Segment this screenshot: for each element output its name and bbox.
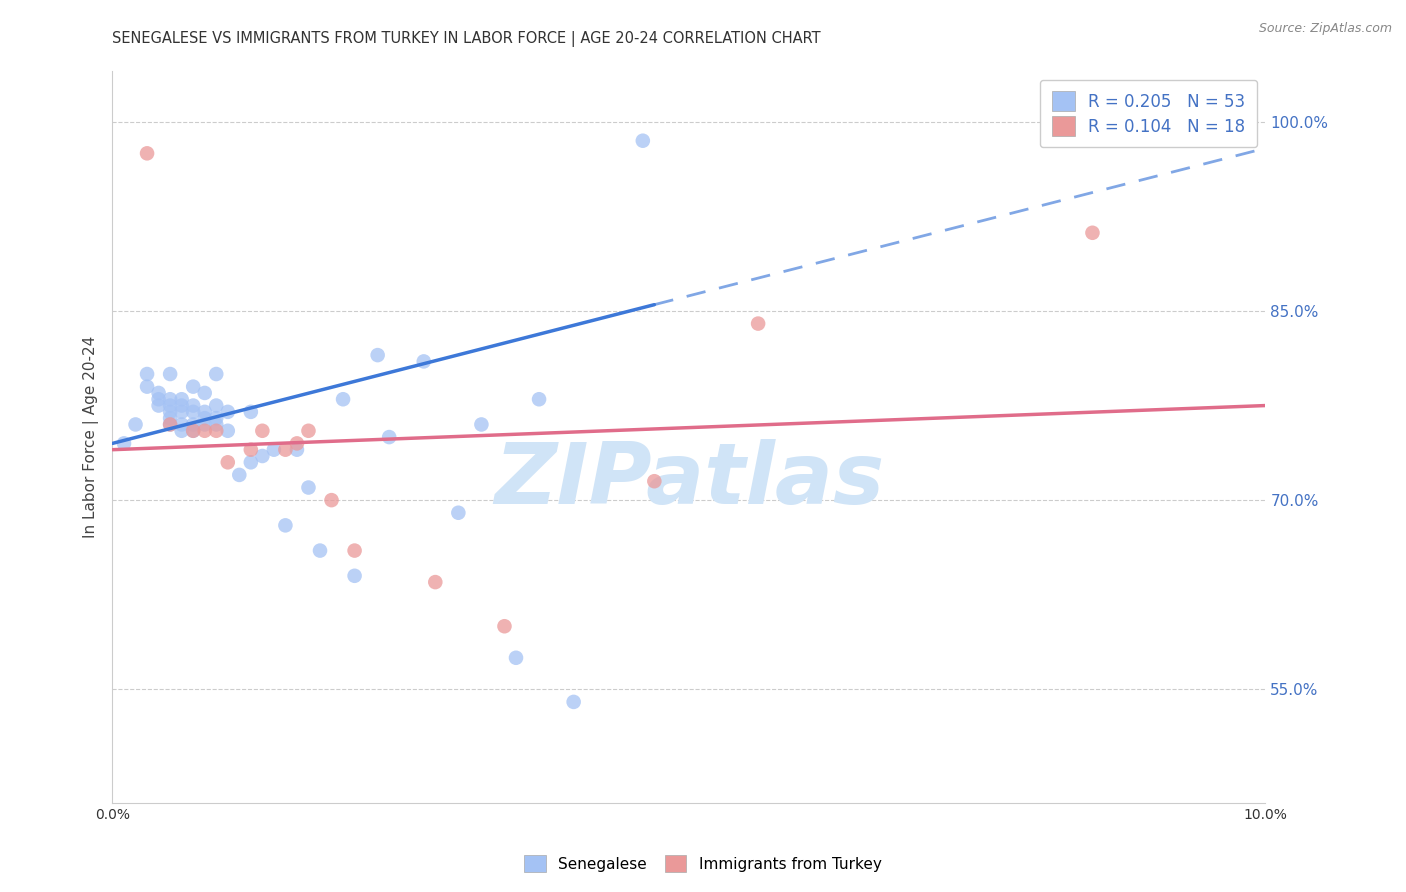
Point [194,405,217,419]
Point [159,417,181,432]
Point [148,399,170,413]
Y-axis label: In Labor Force | Age 20-24: In Labor Force | Age 20-24 [83,336,98,538]
Point [343,569,366,583]
Point [136,367,159,381]
Point [378,430,401,444]
Point [470,417,492,432]
Point [447,506,470,520]
Point [159,399,181,413]
Point [343,543,366,558]
Point [159,411,181,425]
Point [170,392,193,407]
Point [181,405,204,419]
Point [181,417,204,432]
Point [1081,226,1104,240]
Point [309,543,332,558]
Legend: R = 0.205   N = 53, R = 0.104   N = 18: R = 0.205 N = 53, R = 0.104 N = 18 [1040,79,1257,147]
Point [205,367,228,381]
Point [170,405,193,419]
Point [170,424,193,438]
Point [205,417,228,432]
Point [217,424,239,438]
Point [527,392,550,407]
Point [562,695,585,709]
Text: SENEGALESE VS IMMIGRANTS FROM TURKEY IN LABOR FORCE | AGE 20-24 CORRELATION CHAR: SENEGALESE VS IMMIGRANTS FROM TURKEY IN … [112,31,821,47]
Point [412,354,434,368]
Point [252,424,274,438]
Point [159,405,181,419]
Point [332,392,354,407]
Point [297,424,319,438]
Point [217,455,239,469]
Point [367,348,389,362]
Point [285,436,308,450]
Point [239,455,262,469]
Point [263,442,285,457]
Text: Source: ZipAtlas.com: Source: ZipAtlas.com [1258,22,1392,36]
Point [148,386,170,401]
Point [148,392,170,407]
Text: ZIPatlas: ZIPatlas [494,440,884,523]
Point [194,424,217,438]
Point [170,417,193,432]
Point [205,399,228,413]
Point [643,474,665,488]
Point [747,317,769,331]
Point [112,436,135,450]
Point [170,399,193,413]
Point [194,386,217,401]
Point [194,411,217,425]
Point [494,619,516,633]
Point [239,442,262,457]
Point [274,518,297,533]
Legend: Senegalese, Immigrants from Turkey: Senegalese, Immigrants from Turkey [517,847,889,880]
Point [285,442,308,457]
Point [228,467,250,482]
Point [136,146,159,161]
Point [297,481,319,495]
Point [181,424,204,438]
Point [159,367,181,381]
Point [321,493,343,508]
Point [159,392,181,407]
Point [205,411,228,425]
Point [124,417,146,432]
Point [239,405,262,419]
Point [505,650,527,665]
Point [181,424,204,438]
Point [205,424,228,438]
Point [217,405,239,419]
Point [181,379,204,393]
Point [252,449,274,463]
Point [425,575,447,590]
Point [274,442,297,457]
Point [136,379,159,393]
Point [181,399,204,413]
Point [194,417,217,432]
Point [159,417,181,432]
Point [631,134,654,148]
